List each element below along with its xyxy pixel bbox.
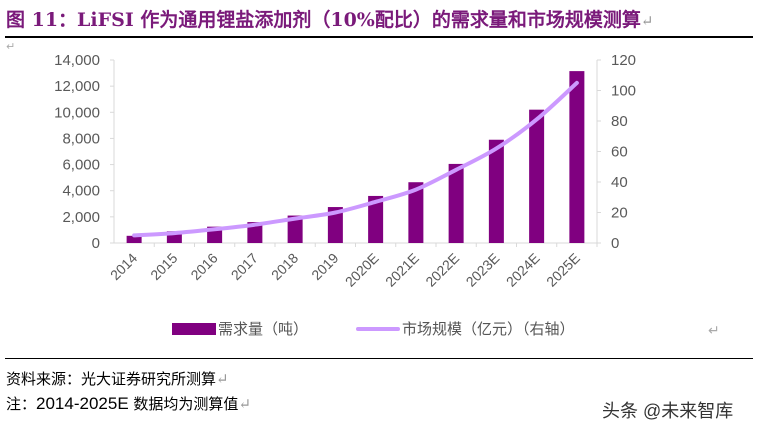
left-tick-label: 6,000	[62, 157, 100, 174]
bar-2025E	[569, 71, 585, 243]
right-tick-label: 0	[611, 235, 619, 252]
watermark: 头条 @未来智库	[602, 401, 734, 421]
left-tick-label: 4,000	[62, 183, 100, 200]
bar-2021E	[408, 182, 424, 243]
paragraph-mark: ↵	[6, 41, 16, 53]
bar-2022E	[448, 163, 464, 243]
left-tick-label: 2,000	[62, 209, 100, 226]
note-text: 注：2014-2025E 数据均为测算值↵	[6, 394, 252, 413]
right-tick-label: 80	[611, 113, 628, 130]
right-tick-label: 20	[611, 205, 628, 222]
legend-bar-swatch	[172, 322, 216, 335]
x-tick-label: 2021E	[382, 250, 422, 290]
legend: 需求量（吨） 市场规模（亿元）（右轴）	[172, 318, 575, 339]
x-tick-label: 2015	[147, 250, 180, 283]
right-tick-label: 120	[611, 52, 636, 69]
paragraph-mark: ↵	[708, 322, 720, 338]
bar-2018	[287, 215, 303, 243]
x-tick-label: 2019	[308, 250, 341, 283]
bar-2015	[166, 231, 182, 243]
title-divider	[5, 36, 753, 38]
chart: 0 2,000 4,000 6,000 8,000 10,000 12,000 14,000 0…	[54, 52, 636, 290]
x-tick-label: 2022E	[422, 250, 462, 290]
source-text: 资料来源：光大证券研究所测算↵	[6, 370, 229, 388]
right-tick-label: 40	[611, 174, 628, 191]
left-tick-label: 10,000	[54, 104, 100, 121]
bar-2023E	[488, 139, 504, 243]
left-tick-label: 14,000	[54, 52, 100, 69]
left-tick-label: 0	[92, 235, 100, 252]
market-size-line	[132, 80, 579, 238]
bar-2020E	[368, 195, 384, 243]
x-tick-label: 2025E	[543, 250, 583, 290]
legend-line-swatch	[356, 326, 401, 331]
x-tick-label: 2017	[228, 250, 261, 283]
bar-2024E	[529, 109, 545, 244]
x-tick-label: 2014	[107, 250, 140, 283]
x-tick-label: 2023E	[463, 250, 503, 290]
x-tick-label: 2024E	[503, 250, 543, 290]
x-tick-label: 2020E	[342, 250, 382, 290]
bar-2014	[126, 235, 142, 243]
divider	[5, 358, 753, 359]
bar-2019	[327, 207, 343, 243]
legend-bar-label: 需求量（吨）	[218, 321, 309, 338]
right-tick-label: 100	[611, 83, 636, 100]
x-tick-label: 2016	[187, 250, 220, 283]
legend-line-label: 市场规模（亿元）（右轴）	[402, 321, 575, 338]
right-tick-label: 60	[611, 144, 628, 161]
left-tick-label: 8,000	[62, 130, 100, 147]
x-tick-label: 2018	[268, 250, 301, 283]
left-tick-label: 12,000	[54, 78, 100, 95]
figure-title: 图 11：LiFSI 作为通用锂盐添加剂（10%配比）的需求量和市场规模测算↵	[6, 9, 654, 31]
bar-2017	[247, 222, 263, 243]
